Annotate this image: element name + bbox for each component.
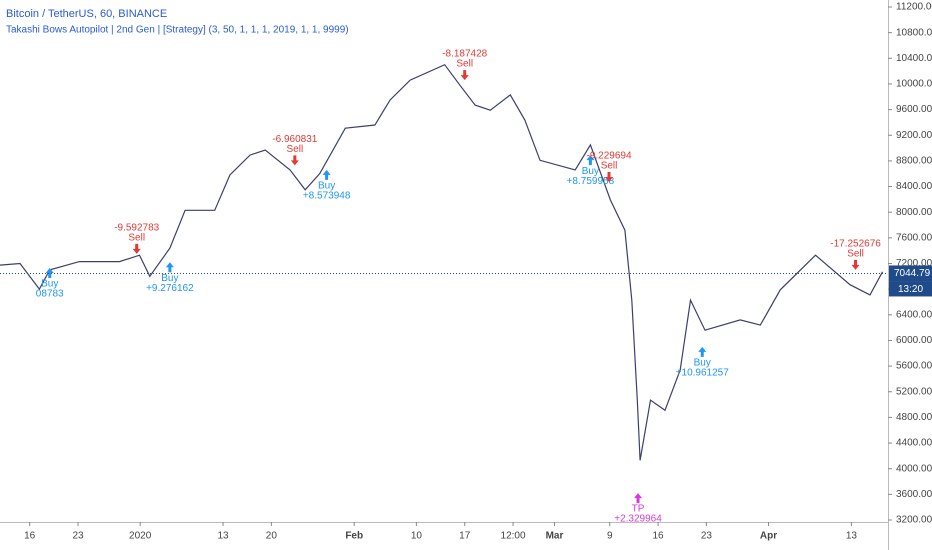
signal-value: -6.960831 [272, 134, 317, 145]
y-tick-label: 9200.00 [896, 130, 932, 141]
signal-value: -17.252676 [830, 239, 881, 250]
signal-label: Buy [161, 273, 178, 284]
signal-value: +8.759958 [567, 176, 615, 187]
last-price-label: 7044.79 [894, 268, 931, 279]
buy-arrow [586, 155, 595, 166]
chart-title: Bitcoin / TetherUS, 60, BINANCE [6, 8, 167, 20]
countdown-label: 13:20 [898, 284, 923, 295]
y-tick-label: 6000.00 [896, 335, 932, 346]
sell-arrow [290, 155, 299, 166]
y-tick-label: 10800.00 [896, 27, 932, 38]
y-tick-label: 7600.00 [896, 232, 932, 243]
x-tick-label: 2020 [129, 531, 152, 542]
x-tick-label: 23 [72, 531, 84, 542]
y-tick-label: 7200.00 [896, 258, 932, 269]
x-tick-label: 20 [266, 531, 278, 542]
signal-value: +10.961257 [676, 368, 730, 379]
signal-label: Sell [847, 249, 864, 260]
x-tick-label: Mar [546, 531, 564, 542]
y-tick-label: 5600.00 [896, 361, 932, 372]
buy-arrow [698, 346, 707, 357]
y-tick-label: 4800.00 [896, 412, 932, 423]
sell-arrow [605, 172, 614, 183]
y-tick-label: 3200.00 [896, 515, 932, 526]
x-tick-label: 13 [217, 531, 229, 542]
y-tick-label: 11200.00 [896, 2, 932, 13]
x-tick-label: 16 [652, 531, 664, 542]
x-tick-label: 9 [607, 531, 613, 542]
x-tick-label: 10 [411, 531, 423, 542]
last-price-box [889, 265, 932, 282]
signal-label: Buy [582, 166, 599, 177]
signal-value: +8.573948 [303, 191, 351, 202]
y-tick-label: 6400.00 [896, 309, 932, 320]
signal-label: Buy [694, 358, 711, 369]
buy-arrow [322, 169, 331, 180]
x-tick-label: Apr [760, 531, 777, 542]
sell-arrow [132, 243, 141, 254]
signal-value: -9.229694 [587, 151, 632, 162]
signal-value: +2.329964 [614, 514, 662, 525]
sell-arrow [851, 259, 860, 270]
signal-value: -9.592783 [114, 223, 159, 234]
signal-label: Sell [128, 233, 145, 244]
x-tick-label: 13 [846, 531, 858, 542]
x-tick-label: 12:00 [501, 531, 526, 542]
buy-arrow [45, 267, 54, 278]
y-tick-label: 4000.00 [896, 463, 932, 474]
signal-label: Buy [41, 279, 58, 290]
y-tick-label: 10000.00 [896, 79, 932, 90]
signal-label: Sell [601, 161, 618, 172]
signal-value: 08783 [36, 289, 64, 300]
y-tick-label: 8000.00 [896, 207, 932, 218]
buy-arrow [634, 493, 643, 504]
y-tick-label: 10400.00 [896, 53, 932, 64]
sell-arrow [460, 70, 469, 81]
x-tick-label: 23 [701, 531, 713, 542]
y-tick-label: 8400.00 [896, 181, 932, 192]
chart-subtitle: Takashi Bows Autopilot | 2nd Gen | [Stra… [6, 25, 349, 36]
y-tick-label: 4400.00 [896, 438, 932, 449]
y-tick-label: 3600.00 [896, 489, 932, 500]
price-line [0, 63, 884, 461]
x-tick-label: 16 [24, 531, 36, 542]
buy-arrow [165, 262, 174, 273]
countdown-box [889, 281, 932, 297]
signal-label: Sell [456, 59, 473, 70]
signal-value: +9.276162 [146, 283, 194, 294]
signal-label: Sell [287, 144, 304, 155]
x-tick-label: 17 [459, 531, 471, 542]
y-tick-label: 5200.00 [896, 386, 932, 397]
signal-value: -8.187428 [442, 49, 487, 60]
x-tick-label: Feb [345, 531, 363, 542]
y-tick-label: 9600.00 [896, 104, 932, 115]
signal-label: Buy [318, 181, 335, 192]
y-tick-label: 8800.00 [896, 156, 932, 167]
signal-label: TP [632, 504, 645, 515]
